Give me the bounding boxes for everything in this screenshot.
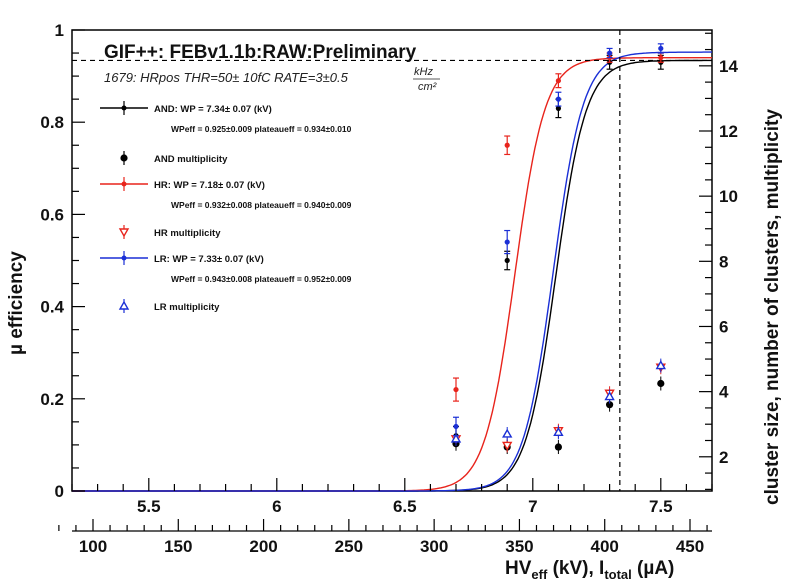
- mult-point-lr: [655, 360, 667, 370]
- chart-subtitle: 1679: HRpos THR=50± 10fC RATE=3±0.5: [104, 70, 349, 85]
- x-tick-label: 5.5: [137, 497, 161, 516]
- legend-label: AND multiplicity: [154, 154, 228, 165]
- eff-point-hr: [555, 78, 562, 84]
- reference-lines: [72, 30, 712, 491]
- legend: AND: WP = 7.34± 0.07 (kV) WPeff = 0.925±0…: [100, 101, 352, 313]
- mult-point-lr: [604, 391, 615, 401]
- y-left-tick-label: 1: [55, 21, 64, 40]
- legend-label: HR: WP = 7.18± 0.07 (kV): [154, 180, 265, 191]
- y-left-title: µ efficiency: [6, 251, 27, 355]
- legend-label: LR multiplicity: [154, 302, 220, 313]
- y-left-tick-label: 0: [55, 482, 64, 501]
- mult-point-lr: [450, 433, 462, 443]
- x-axis-voltage: 5.5 6 6.5 7 7.5: [71, 478, 713, 516]
- data-points: [450, 43, 667, 455]
- y-axis-multiplicity: 2 4 6 8 10 12 14: [699, 32, 738, 490]
- fit-curve-hr: [72, 57, 712, 492]
- eff-point-and: [504, 257, 510, 264]
- y-right-tick-label: 2: [719, 448, 728, 467]
- legend-label: LR: WP = 7.33± 0.07 (kV): [154, 254, 264, 265]
- legend-sublabel: WPeff = 0.925±0.009 plateaueff = 0.934±0…: [171, 124, 352, 134]
- eff-point-lr: [504, 239, 510, 245]
- legend-label: HR multiplicity: [154, 228, 221, 239]
- efficiency-fit-curves: [72, 51, 712, 492]
- current-tick-label: 200: [249, 537, 277, 556]
- y-left-tick-label: 0.4: [40, 298, 64, 317]
- y-left-tick-label: 0.8: [40, 113, 64, 132]
- fit-curve-lr: [72, 51, 712, 492]
- x-axis-current: 100 150 200 250 300 350 400 450: [58, 519, 712, 556]
- y-axis-efficiency: 0 0.2 0.4 0.6 0.8 1: [40, 21, 85, 501]
- legend-sublabel: WPeff = 0.932±0.008 plateaueff = 0.940±0…: [171, 200, 352, 210]
- eff-point-lr: [658, 45, 664, 52]
- chart-title: GIF++: FEBv1.1b:RAW:Preliminary: [104, 42, 417, 63]
- y-right-tick-label: 4: [719, 383, 729, 402]
- current-tick-label: 100: [79, 537, 107, 556]
- subtitle-frac-num: kHz: [414, 66, 433, 78]
- legend-sublabel: WPeff = 0.943±0.008 plateaueff = 0.952±0…: [171, 274, 352, 284]
- y-right-tick-label: 10: [719, 187, 738, 206]
- legend-marker: [118, 228, 130, 238]
- legend-marker: [121, 105, 127, 111]
- current-tick-label: 350: [505, 537, 533, 556]
- y-left-tick-label: 0.2: [40, 390, 64, 409]
- eff-point-lr: [453, 423, 459, 430]
- current-tick-label: 250: [335, 537, 363, 556]
- eff-point-hr: [453, 386, 459, 393]
- current-tick-label: 150: [164, 537, 192, 556]
- mult-point-and: [606, 401, 614, 409]
- eff-point-and: [555, 105, 562, 111]
- y-right-tick-label: 8: [719, 252, 728, 271]
- y-right-tick-label: 6: [719, 317, 728, 336]
- mult-point-hr: [501, 441, 513, 451]
- mult-point-lr: [553, 426, 564, 437]
- eff-point-lr: [607, 50, 613, 56]
- x-tick-label: 6: [272, 497, 281, 516]
- fit-curve-and: [72, 59, 712, 492]
- y-right-tick-label: 12: [719, 122, 738, 141]
- subtitle-frac-den: cm²: [418, 81, 437, 93]
- eff-point-hr: [504, 142, 510, 148]
- legend-marker: [121, 181, 127, 187]
- mult-point-lr: [501, 428, 513, 438]
- x-axis-title: HVeff (kV), Itotal (µA): [505, 558, 674, 582]
- y-right-title: cluster size, number of clusters, multip…: [762, 109, 783, 505]
- eff-point-lr: [555, 96, 562, 102]
- legend-marker: [120, 154, 128, 162]
- eff-point-hr: [658, 55, 664, 61]
- legend-label: AND: WP = 7.34± 0.07 (kV): [154, 104, 272, 115]
- current-tick-label: 450: [676, 537, 704, 556]
- mult-point-and: [657, 379, 665, 388]
- current-tick-label: 400: [591, 537, 619, 556]
- x-tick-label: 7: [528, 497, 537, 516]
- y-left-tick-label: 0.6: [40, 205, 64, 224]
- y-right-tick-label: 14: [719, 57, 738, 76]
- legend-marker: [118, 300, 130, 310]
- mult-point-and: [554, 443, 563, 451]
- legend-marker: [121, 255, 127, 261]
- x-tick-label: 7.5: [649, 497, 673, 516]
- x-tick-label: 6.5: [393, 497, 417, 516]
- current-tick-label: 300: [420, 537, 448, 556]
